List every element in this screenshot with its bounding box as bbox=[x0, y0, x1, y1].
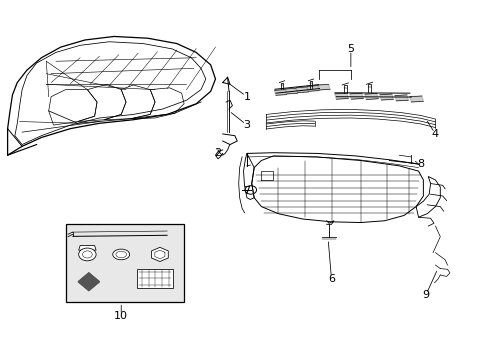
Polygon shape bbox=[394, 95, 407, 101]
Polygon shape bbox=[285, 88, 297, 94]
Bar bbox=[65, 224, 183, 302]
Text: 2: 2 bbox=[214, 148, 221, 158]
Text: 4: 4 bbox=[431, 129, 438, 139]
Polygon shape bbox=[364, 94, 378, 99]
Polygon shape bbox=[79, 246, 96, 250]
Text: 10: 10 bbox=[114, 311, 128, 321]
Polygon shape bbox=[151, 247, 168, 261]
Text: 1: 1 bbox=[243, 92, 250, 102]
Polygon shape bbox=[334, 93, 348, 99]
Text: 8: 8 bbox=[417, 159, 424, 169]
Polygon shape bbox=[306, 86, 319, 91]
Text: 7: 7 bbox=[243, 186, 250, 195]
Polygon shape bbox=[409, 96, 423, 102]
Polygon shape bbox=[78, 273, 99, 291]
Polygon shape bbox=[317, 84, 329, 90]
Text: 6: 6 bbox=[327, 274, 334, 284]
Circle shape bbox=[79, 248, 96, 261]
Polygon shape bbox=[379, 94, 393, 100]
Text: 3: 3 bbox=[243, 120, 250, 130]
Text: 5: 5 bbox=[346, 44, 354, 54]
Polygon shape bbox=[349, 93, 363, 99]
Polygon shape bbox=[296, 87, 308, 93]
Ellipse shape bbox=[113, 249, 129, 260]
Polygon shape bbox=[274, 90, 286, 95]
Polygon shape bbox=[137, 269, 173, 288]
Text: 9: 9 bbox=[421, 290, 428, 300]
